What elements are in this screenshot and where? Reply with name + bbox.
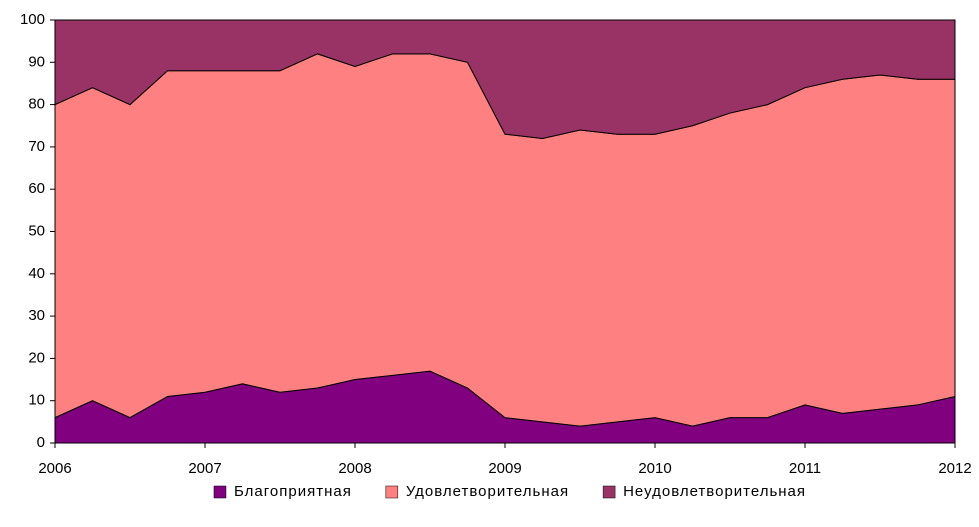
x-tick-label: 2009	[488, 460, 521, 477]
y-tick-label: 60	[28, 180, 45, 197]
y-tick-label: 10	[28, 392, 45, 409]
legend-label: Благоприятная	[234, 483, 352, 500]
y-tick-label: 30	[28, 307, 45, 324]
legend-swatch	[213, 485, 227, 499]
legend-swatch	[602, 485, 616, 499]
x-tick-label: 2006	[38, 460, 71, 477]
legend-swatch	[385, 485, 399, 499]
area	[54, 19, 956, 139]
y-tick-label: 90	[28, 53, 45, 70]
x-tick-label: 2007	[188, 460, 221, 477]
y-tick-label: 80	[28, 96, 45, 113]
x-tick-label: 2010	[638, 460, 671, 477]
x-tick-label: 2012	[938, 460, 971, 477]
y-tick-label: 100	[20, 11, 45, 28]
legend-label: Удовлетворительная	[406, 483, 569, 500]
y-tick-label: 0	[37, 434, 45, 451]
y-tick-label: 20	[28, 349, 45, 366]
legend-label: Неудовлетворительная	[623, 483, 806, 500]
x-tick-label: 2008	[338, 460, 371, 477]
y-tick-label: 70	[28, 138, 45, 155]
x-tick-label: 2011	[789, 460, 821, 477]
y-tick-label: 40	[28, 265, 45, 282]
legend: Благоприятная Удовлетворительная Неудовлет…	[213, 483, 806, 500]
y-tick-label: 50	[28, 222, 45, 239]
